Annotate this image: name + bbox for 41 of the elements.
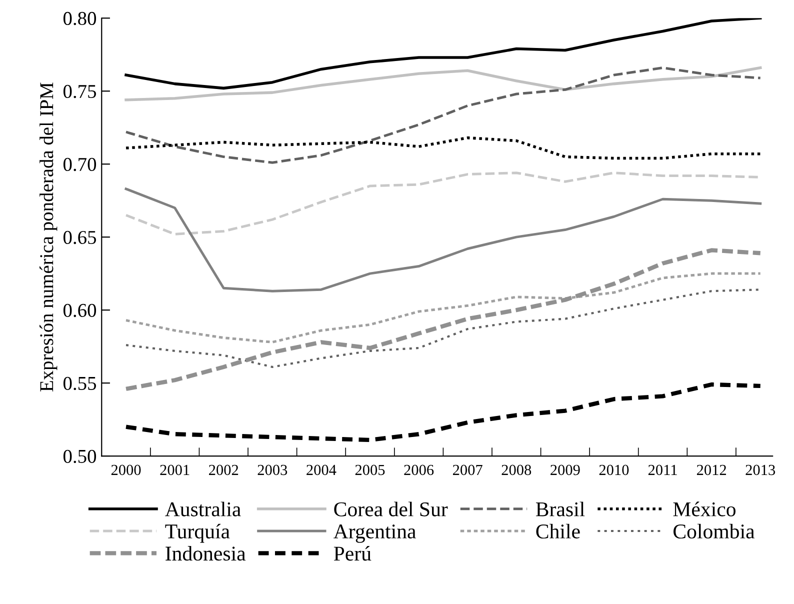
line-series bbox=[124, 248, 762, 391]
x-tick-label: 2003 bbox=[258, 464, 288, 476]
line-series bbox=[124, 66, 762, 164]
y-tick-label: 0.80 bbox=[63, 12, 96, 26]
line-series bbox=[124, 188, 762, 292]
y-tick-label: 0.65 bbox=[63, 230, 96, 244]
x-tick-label: 2009 bbox=[550, 464, 580, 476]
x-tick-label: 2000 bbox=[111, 464, 141, 476]
x-tick-label: 2002 bbox=[209, 464, 238, 476]
line-series bbox=[124, 288, 762, 368]
x-tick-label: 2008 bbox=[502, 464, 532, 476]
legend-label: Colombia bbox=[674, 524, 755, 539]
legend-label: Australia bbox=[165, 502, 241, 516]
y-tick-label: 0.50 bbox=[63, 450, 96, 464]
line-series bbox=[124, 66, 762, 102]
legend-label: Argentina bbox=[334, 524, 416, 543]
x-tick-label: 2004 bbox=[306, 464, 336, 476]
line-series bbox=[124, 136, 762, 160]
x-tick-label: 2010 bbox=[599, 464, 629, 476]
legend-label: Chile bbox=[536, 524, 580, 539]
legend-label: Corea del Sur bbox=[334, 502, 448, 516]
y-tick-label: 0.55 bbox=[63, 376, 96, 390]
x-tick-label: 2012 bbox=[696, 464, 726, 476]
legend-label: Indonesia bbox=[166, 546, 246, 561]
y-tick-label: 0.75 bbox=[63, 84, 96, 98]
legend-label: Brasil bbox=[536, 502, 585, 516]
x-tick-label: 2013 bbox=[746, 464, 776, 476]
x-tick-label: 2006 bbox=[404, 464, 434, 476]
line-series bbox=[124, 382, 762, 442]
legend-label: Perú bbox=[334, 546, 372, 561]
x-tick-label: 2005 bbox=[355, 464, 385, 476]
y-axis-title: Expresión numérica ponderada del IPM bbox=[40, 82, 58, 392]
y-tick-label: 0.70 bbox=[63, 158, 96, 172]
x-tick-label: 2001 bbox=[160, 464, 190, 476]
legend-label: Turquía bbox=[165, 524, 230, 543]
x-tick-label: 2011 bbox=[648, 464, 677, 476]
line-series bbox=[124, 18, 762, 90]
line-series bbox=[124, 272, 762, 344]
legend-label: México bbox=[673, 502, 736, 516]
y-tick-label: 0.60 bbox=[63, 304, 96, 318]
x-tick-label: 2007 bbox=[452, 464, 482, 476]
